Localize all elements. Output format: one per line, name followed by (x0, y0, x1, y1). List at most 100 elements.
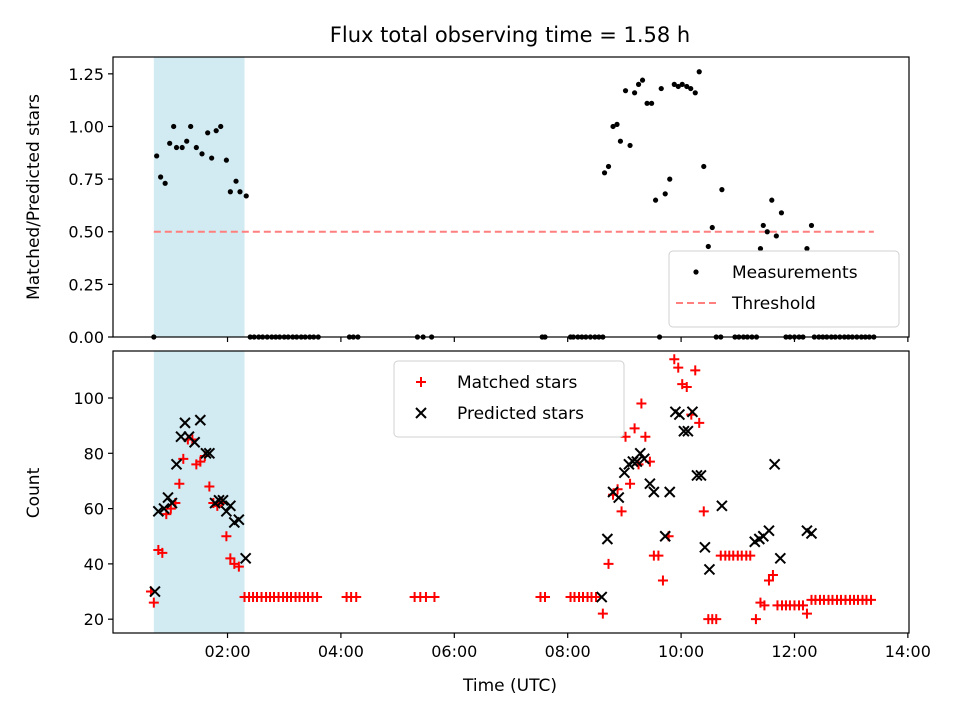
data-point (188, 436, 201, 448)
data-point (601, 170, 608, 176)
data-point (640, 431, 651, 442)
data-point (170, 458, 183, 471)
data-point (616, 506, 627, 517)
data-point (767, 569, 778, 580)
data-point (664, 486, 676, 498)
legend-marker (693, 269, 699, 275)
data-point (709, 224, 715, 231)
legend-top: Measurements Threshold (668, 250, 900, 328)
data-point (420, 592, 431, 603)
chart-title: Flux total observing time = 1.58 h (330, 23, 690, 47)
series-predicted-stars (149, 406, 818, 603)
data-point (221, 531, 232, 542)
data-point (699, 541, 711, 554)
y-tick-label: 0.75 (68, 170, 104, 189)
data-point (194, 414, 207, 426)
data-point (769, 197, 775, 203)
data-point (193, 144, 199, 151)
data-point (223, 157, 229, 163)
data-point (597, 608, 608, 619)
data-point (209, 155, 215, 161)
data-point (669, 354, 680, 365)
axes-frame-top (112, 56, 910, 338)
data-point (171, 123, 177, 130)
shaded-window-bottom (153, 351, 245, 633)
data-point (614, 121, 620, 127)
data-point (760, 222, 766, 229)
data-point (237, 189, 243, 195)
data-point (179, 417, 191, 429)
data-point (605, 163, 612, 170)
data-point (195, 456, 206, 467)
data-point (778, 210, 785, 216)
data-point (217, 494, 229, 507)
data-point (173, 144, 180, 151)
data-point (158, 174, 164, 180)
data-point (797, 600, 808, 611)
data-point (673, 362, 684, 373)
legend-marker (416, 377, 426, 387)
panel-top: 0.00 0.25 0.50 0.75 1.00 1.25 Measurements Thre… (68, 56, 910, 347)
data-point (662, 191, 668, 197)
data-point (696, 69, 702, 75)
data-point (612, 484, 623, 495)
legend-label: Threshold (731, 294, 816, 314)
data-point (652, 197, 659, 203)
legend-label: Matched stars (457, 373, 577, 393)
legend-box (393, 360, 625, 438)
data-point (716, 500, 728, 512)
data-point (162, 180, 168, 186)
data-point (705, 243, 711, 250)
data-point (684, 83, 690, 90)
y-tick-label: 1.00 (68, 117, 104, 136)
data-point (199, 151, 205, 157)
data-point (774, 552, 787, 565)
data-point (698, 506, 709, 517)
data-point (745, 550, 756, 561)
y-tick-label: 80 (84, 444, 104, 463)
data-point (801, 608, 812, 619)
legend-bottom: Matched stars Predicted stars (393, 360, 625, 438)
data-point (691, 469, 703, 482)
data-point (635, 81, 642, 87)
data-point (682, 425, 694, 437)
data-point (179, 144, 185, 151)
data-point (681, 381, 692, 392)
data-point (750, 614, 761, 625)
data-point (701, 163, 707, 170)
x-tick-label: 02:00 (204, 642, 250, 661)
data-point (629, 423, 640, 434)
y-tick-label: 0.00 (68, 328, 104, 347)
data-point (233, 178, 239, 184)
x-tick-label: 12:00 (771, 642, 817, 661)
data-point (649, 100, 655, 106)
data-point (805, 527, 818, 540)
data-point (692, 90, 698, 96)
data-point (688, 85, 694, 92)
y-tick-label: 20 (84, 610, 104, 629)
x-axis-label: Time (UTC) (462, 676, 557, 696)
data-point (634, 447, 646, 460)
data-point (768, 458, 781, 471)
data-point (224, 500, 237, 512)
data-point (429, 592, 440, 603)
data-point (227, 189, 233, 195)
data-point (200, 447, 212, 460)
data-point (178, 453, 189, 464)
data-point (213, 128, 219, 134)
data-point (648, 486, 660, 498)
data-point (184, 138, 190, 144)
data-point (618, 466, 631, 479)
data-point (351, 592, 362, 603)
x-tick-label: 10:00 (658, 642, 704, 661)
data-point (148, 597, 159, 608)
legend-label: Predicted stars (457, 404, 584, 424)
data-point (157, 547, 168, 558)
legend-marker (415, 407, 427, 419)
data-point (695, 469, 707, 482)
data-point (667, 176, 673, 182)
data-point (603, 558, 614, 569)
data-point (711, 614, 722, 625)
